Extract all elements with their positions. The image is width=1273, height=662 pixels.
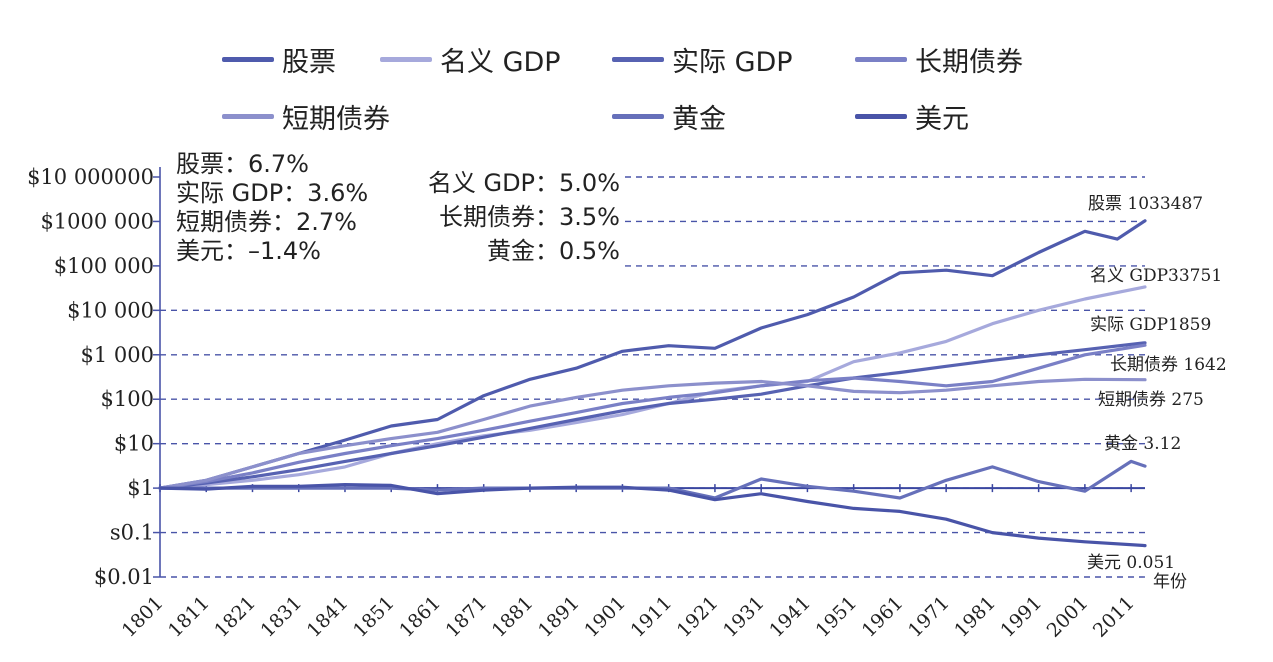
end-label-gold: 黄金 3.12 — [1104, 434, 1181, 454]
end-label-dollar: 美元 0.051 — [1087, 553, 1175, 573]
legend-swatch-short-bonds — [222, 114, 274, 119]
cagr-dollar: 美元：–1.4% — [176, 237, 321, 265]
x-tick-label: 1981 — [950, 592, 1000, 642]
series-line-real-gdp — [158, 341, 1147, 490]
series-line-short-bonds — [158, 377, 1147, 490]
x-tick-label: 1931 — [719, 592, 769, 642]
cagr-short-bonds: 短期债券：2.7% — [176, 208, 357, 236]
x-tick-label: 1911 — [626, 592, 676, 642]
legend-dollar: 美元 — [855, 97, 969, 136]
y-tick-label: $0.01 — [94, 565, 154, 589]
legend-swatch-gold — [612, 114, 664, 119]
legend-real-gdp: 实际 GDP — [612, 40, 793, 79]
legend-label-real-gdp: 实际 GDP — [672, 47, 793, 78]
series-line-nominal-gdp — [158, 285, 1147, 490]
end-label-nominal-gdp: 名义 GDP33751 — [1090, 266, 1222, 286]
y-tick-label: $10 — [114, 432, 154, 456]
cagr-stocks: 股票：6.7% — [176, 150, 309, 178]
legend-swatch-real-gdp — [612, 57, 664, 62]
x-tick-label: 1951 — [811, 592, 861, 642]
cagr-annotations-right: 名义 GDP：5.0% 长期债券：3.5% 黄金：0.5% — [428, 166, 620, 268]
legend-swatch-long-bonds — [855, 57, 907, 62]
cagr-real-gdp: 实际 GDP：3.6% — [176, 179, 369, 207]
x-tick-label: 1861 — [395, 592, 445, 642]
x-tick-label: 1941 — [765, 592, 815, 642]
cagr-nominal-gdp: 名义 GDP：5.0% — [427, 169, 620, 197]
end-label-short-bonds: 短期债券 275 — [1098, 390, 1204, 410]
y-tick-label: s0.1 — [110, 521, 154, 545]
legend-label-short-bonds: 短期债券 — [282, 104, 390, 135]
x-tick-label: 2011 — [1089, 592, 1139, 642]
legend-swatch-dollar — [855, 114, 907, 119]
x-tick-label: 1971 — [904, 592, 954, 642]
legend-long-bonds: 长期债券 — [855, 40, 1023, 79]
series-line-stocks — [158, 219, 1147, 490]
legend-label-dollar: 美元 — [915, 104, 969, 135]
legend-short-bonds: 短期债券 — [222, 97, 390, 136]
y-tick-label: $1000 000 — [40, 209, 154, 233]
x-tick-label: 1871 — [441, 592, 491, 642]
y-tick-label: $100 000 — [54, 254, 154, 278]
legend-stocks: 股票 — [222, 40, 336, 79]
end-label-real-gdp: 实际 GDP1859 — [1090, 315, 1211, 335]
y-tick-label: $100 — [101, 387, 154, 411]
x-tick-label: 1891 — [534, 592, 584, 642]
x-tick-label: 1851 — [349, 592, 399, 642]
grid-lines — [160, 176, 1145, 578]
legend-swatch-stocks — [222, 57, 274, 62]
x-tick-label: 2001 — [1043, 592, 1093, 642]
x-tick-label: 1811 — [164, 592, 214, 642]
end-label-stocks: 股票 1033487 — [1088, 194, 1203, 214]
y-tick-label: $10 000 — [67, 298, 154, 322]
end-label-long-bonds: 长期债券 1642 — [1110, 355, 1227, 375]
x-axis-unit-label: 年份 — [1153, 572, 1187, 592]
legend-label-long-bonds: 长期债券 — [915, 47, 1023, 78]
end-labels: 股票 1033487 名义 GDP33751 实际 GDP1859 长期债券 1642… — [1087, 194, 1227, 573]
series-line-dollar — [158, 483, 1147, 548]
x-tick-label: 1801 — [118, 592, 168, 642]
x-tick-label: 1821 — [210, 592, 260, 642]
series-lines — [158, 219, 1147, 548]
y-tick-label: $1 — [127, 476, 154, 500]
legend-label-nominal-gdp: 名义 GDP — [440, 47, 561, 78]
legend-nominal-gdp: 名义 GDP — [380, 40, 561, 79]
legend-swatch-nominal-gdp — [380, 57, 432, 62]
cagr-gold: 黄金：0.5% — [487, 237, 620, 265]
legend-gold: 黄金 — [612, 97, 726, 136]
cagr-long-bonds: 长期债券：3.5% — [439, 203, 620, 231]
x-tick-label: 1991 — [996, 592, 1046, 642]
x-tick-label: 1921 — [673, 592, 723, 642]
y-tick-label: $1 000 — [81, 343, 154, 367]
y-tick-label: $10 000000 — [27, 165, 154, 189]
legend-label-gold: 黄金 — [672, 104, 726, 135]
cagr-annotations-left: 股票：6.7% 实际 GDP：3.6% 短期债券：2.7% 美元：–1.4% — [176, 150, 368, 266]
series-line-long-bonds — [158, 343, 1147, 490]
x-tick-label: 1841 — [303, 592, 353, 642]
series-line-gold — [158, 459, 1147, 500]
legend-label-stocks: 股票 — [282, 47, 336, 78]
x-tick-label: 1881 — [488, 592, 538, 642]
x-tick-label: 1831 — [257, 592, 307, 642]
x-tick-label: 1901 — [580, 592, 630, 642]
x-tick-label: 1961 — [858, 592, 908, 642]
